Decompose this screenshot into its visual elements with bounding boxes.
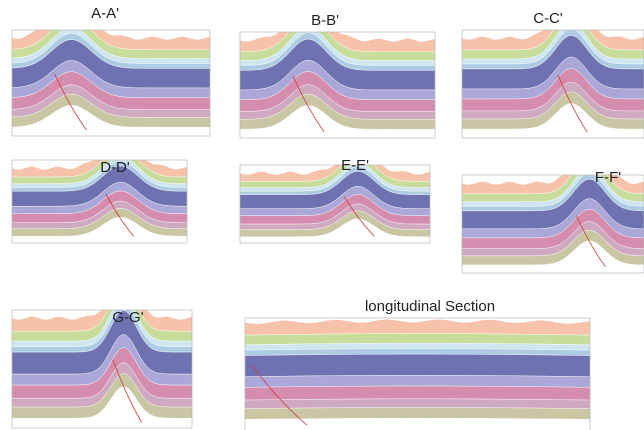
section-label: longitudinal Section bbox=[365, 298, 495, 315]
rock-layer bbox=[245, 375, 590, 387]
section-label: A-A' bbox=[91, 5, 119, 22]
section-label: G-G' bbox=[112, 309, 143, 326]
rock-layer bbox=[245, 386, 590, 400]
figure: A-A' B-B' C-C' D-D' E-E' F-F' G-G' longi… bbox=[0, 0, 644, 430]
section-label: B-B' bbox=[311, 12, 339, 29]
section-label: C-C' bbox=[533, 10, 563, 27]
rock-layer bbox=[245, 319, 590, 335]
section-label: D-D' bbox=[100, 159, 130, 176]
section-label: E-E' bbox=[341, 157, 369, 174]
rock-layer bbox=[245, 399, 590, 409]
rock-layer bbox=[245, 407, 590, 419]
section-label: F-F' bbox=[595, 169, 621, 186]
rock-layer bbox=[245, 354, 590, 377]
